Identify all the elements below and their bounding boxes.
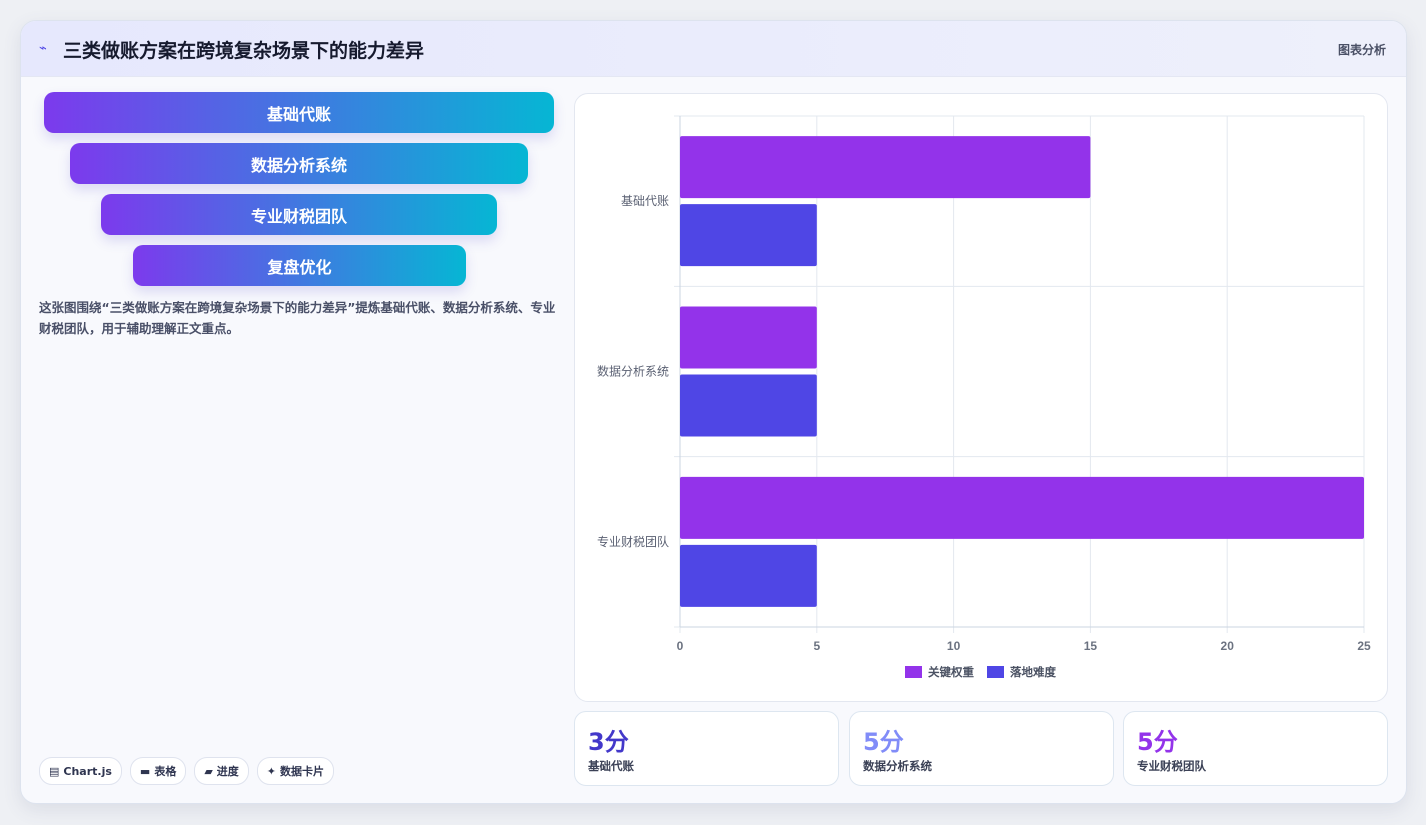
tag-pills: ▤ Chart.js ▬ 表格 ▰ 进度 ✦ 数据卡片 <box>39 757 335 785</box>
bar <box>680 136 1091 199</box>
chart-icon: ▤ <box>49 764 60 778</box>
stat-card-3: 5分 专业财税团队 <box>1123 711 1388 786</box>
header: ⌁ 三类做账方案在跨境复杂场景下的能力差异 图表分析 <box>21 21 1406 77</box>
x-tick-label: 15 <box>1084 639 1098 653</box>
bar <box>680 204 817 267</box>
bar <box>680 476 1364 539</box>
description: 这张图围绕“三类做账方案在跨境复杂场景下的能力差异”提炼基础代账、数据分析系统、… <box>39 300 556 336</box>
stat-label: 数据分析系统 <box>863 759 932 773</box>
stat-card-1: 3分 基础代账 <box>574 711 839 786</box>
legend-swatch <box>905 666 922 678</box>
pill-label: Chart.js <box>63 764 112 778</box>
pill-label: 表格 <box>154 765 177 778</box>
pill-label: 数据卡片 <box>280 765 325 778</box>
funnel-step-3: 专业财税团队 <box>101 194 497 235</box>
main-card: ⌁ 三类做账方案在跨境复杂场景下的能力差异 图表分析 基础代账 数据分析系统 专… <box>20 20 1407 804</box>
x-tick-label: 0 <box>677 639 684 653</box>
progress-icon: ▰ <box>204 764 213 778</box>
y-tick-label: 专业财税团队 <box>597 534 669 549</box>
sparkle-icon: ✦ <box>266 764 277 778</box>
y-tick-label: 数据分析系统 <box>597 364 669 379</box>
pill-progress[interactable]: ▰ 进度 <box>194 757 249 785</box>
legend-label: 落地难度 <box>1010 665 1056 679</box>
stat-label: 专业财税团队 <box>1137 759 1206 773</box>
stat-card-2: 5分 数据分析系统 <box>849 711 1114 786</box>
page-title: 三类做账方案在跨境复杂场景下的能力差异 <box>63 40 425 62</box>
x-tick-label: 25 <box>1357 639 1371 653</box>
stat-label: 基础代账 <box>588 759 634 773</box>
stat-value: 3分 <box>588 728 629 756</box>
stat-value: 5分 <box>1137 728 1178 756</box>
chart-panel: 0 5 10 15 20 25 基础代账数据分析系统 专业财税团队关键权重 落地难度 <box>574 93 1388 702</box>
wave-icon: ⌁ <box>39 41 47 56</box>
x-tick-label: 10 <box>947 639 961 653</box>
pill-chartjs[interactable]: ▤ Chart.js <box>39 757 122 785</box>
funnel-step-1: 基础代账 <box>44 92 554 133</box>
bar <box>680 544 817 607</box>
legend-label: 关键权重 <box>928 665 974 679</box>
pill-label: 进度 <box>216 765 239 778</box>
x-tick-label: 5 <box>813 639 820 653</box>
pill-data-cards[interactable]: ✦ 数据卡片 <box>256 757 335 785</box>
funnel-step-2: 数据分析系统 <box>70 143 528 184</box>
pill-table[interactable]: ▬ 表格 <box>129 757 187 785</box>
bar <box>680 306 817 369</box>
y-tick-label: 基础代账 <box>621 194 669 208</box>
table-icon: ▬ <box>139 764 151 778</box>
x-tick-label: 20 <box>1221 639 1235 653</box>
bar <box>680 374 817 437</box>
legend-swatch <box>987 666 1004 678</box>
funnel-step-4: 复盘优化 <box>133 245 466 286</box>
chart-analysis-tag: 图表分析 <box>1337 43 1386 57</box>
stat-value: 5分 <box>863 728 904 756</box>
